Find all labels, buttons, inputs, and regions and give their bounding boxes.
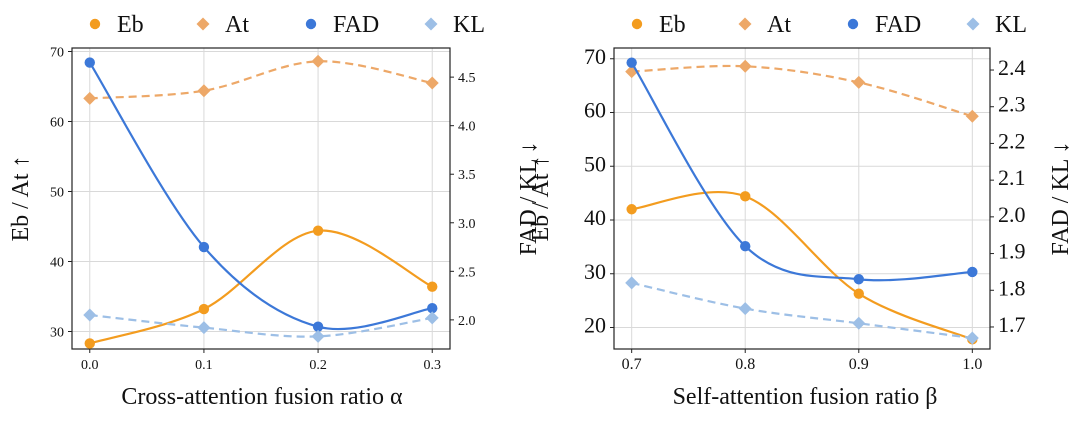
data-point-fad	[967, 266, 978, 278]
y-tick-label-left: 60	[50, 116, 64, 131]
legend-label-eb: Eb	[117, 12, 144, 38]
legend-marker-at	[196, 17, 210, 31]
data-point-kl	[852, 316, 866, 330]
y-tick-label-left: 20	[584, 313, 606, 338]
legend-label-kl: KL	[995, 12, 1027, 38]
series-line-at	[631, 64, 973, 118]
data-point-kl	[738, 302, 752, 316]
y-tick-label-right: 2.0	[458, 314, 476, 329]
legend-marker-kl	[966, 17, 980, 31]
data-point-kl	[965, 331, 979, 345]
data-point-at	[197, 84, 211, 98]
y-tick-label-right: 1.7	[998, 312, 1026, 337]
legend-marker-kl	[424, 17, 438, 31]
y-tick-label-right: 2.2	[998, 128, 1026, 153]
y-tick-label-left: 70	[584, 44, 606, 69]
data-point-kl	[197, 321, 211, 335]
legend-label-at: At	[225, 12, 249, 38]
series-line-kl	[631, 281, 973, 340]
y-tick-label-right: 4.5	[458, 71, 476, 86]
data-point-eb	[853, 288, 864, 299]
x-tick-label: 0.1	[195, 358, 213, 373]
data-point-kl	[311, 329, 325, 343]
data-point-kl	[83, 308, 97, 322]
chart-panel-2: Eb At FAD KL 0.7 0.8 0.9 1.0 20 30 40 50 60 70 1.7 1.8 1…	[528, 12, 1074, 410]
data-point-eb	[84, 338, 95, 349]
series-line-kl	[89, 313, 433, 338]
y-tick-label-right: 1.9	[998, 239, 1026, 264]
x-tick-label: 0.8	[735, 356, 755, 373]
legend-marker-fad	[305, 18, 317, 30]
data-point-at	[852, 75, 866, 89]
y-tick-label-left: 70	[50, 46, 64, 61]
series-line-eb	[89, 229, 433, 345]
legend-marker-eb	[631, 18, 643, 30]
series-line-at	[89, 60, 433, 100]
y-tick-label-right: 3.5	[458, 168, 476, 183]
data-point-fad	[427, 303, 438, 314]
y-tick-label-right: 4.0	[458, 120, 476, 135]
x-axis-label: Self-attention fusion ratio β	[673, 384, 938, 410]
legend-marker-at	[738, 17, 752, 31]
y-axis-label-left: Eb / At ↑	[528, 155, 554, 241]
data-point-at	[965, 109, 979, 123]
data-point-fad	[312, 321, 324, 332]
legend-label-kl: KL	[453, 12, 485, 38]
y-tick-label-left: 40	[50, 256, 64, 271]
y-axis-label-left: Eb / At ↑	[8, 155, 34, 241]
data-point-eb	[427, 281, 438, 292]
y-tick-label-right: 2.1	[998, 165, 1026, 190]
y-tick-label-left: 40	[584, 205, 606, 230]
data-point-eb	[626, 204, 637, 215]
legend-label-fad: FAD	[333, 12, 379, 38]
x-tick-label: 1.0	[962, 356, 982, 373]
y-tick-label-left: 60	[584, 98, 606, 123]
y-tick-label-left: 50	[50, 186, 64, 201]
y-tick-label-right: 2.0	[998, 202, 1026, 227]
x-tick-label: 0.2	[309, 358, 327, 373]
y-tick-label-left: 30	[50, 326, 64, 341]
series-line-eb	[631, 191, 973, 341]
data-point-kl	[625, 276, 639, 290]
x-tick-label: 0.9	[849, 356, 869, 373]
data-point-at	[311, 54, 325, 68]
legend-label-at: At	[767, 12, 791, 38]
y-tick-label-right: 2.5	[458, 265, 476, 280]
y-tick-label-right: 2.3	[998, 92, 1026, 117]
y-tick-label-right: 1.8	[998, 275, 1026, 300]
data-point-fad	[198, 241, 210, 253]
x-tick-label: 0.7	[622, 356, 642, 373]
y-tick-label-right: 3.0	[458, 217, 476, 232]
data-point-at	[425, 76, 439, 90]
x-axis-label: Cross-attention fusion ratio α	[121, 384, 403, 410]
y-axis-label-right: FAD / KL ↓	[516, 142, 542, 256]
data-point-kl	[425, 311, 439, 325]
y-tick-label-right: 2.4	[998, 55, 1026, 80]
chart-panel-1: Eb At FAD KL 0.0 0.1 0.2 0.3 30 40 50 60 70 2.0 2.5 3.0…	[8, 12, 542, 410]
data-point-at	[83, 91, 97, 105]
legend-marker-fad	[847, 18, 859, 30]
data-point-fad	[626, 57, 637, 68]
x-tick-label: 0.0	[81, 358, 99, 373]
data-point-fad	[853, 274, 864, 285]
data-point-at	[738, 59, 752, 73]
data-point-eb	[312, 225, 324, 236]
plot-frame	[613, 47, 991, 350]
legend-marker-eb	[89, 18, 101, 30]
plot-frame	[71, 47, 451, 350]
data-point-fad	[84, 57, 95, 68]
y-axis-label-right: FAD / KL ↓	[1048, 142, 1074, 256]
data-point-eb	[740, 191, 751, 202]
x-tick-label: 0.3	[423, 358, 441, 373]
data-point-fad	[740, 241, 751, 252]
series-line-fad	[630, 62, 973, 282]
series-line-fad	[88, 61, 433, 331]
data-point-eb	[198, 303, 210, 315]
legend-label-eb: Eb	[659, 12, 686, 38]
y-tick-label-left: 30	[584, 259, 606, 284]
legend-label-fad: FAD	[875, 12, 921, 38]
y-tick-label-left: 50	[584, 151, 606, 176]
